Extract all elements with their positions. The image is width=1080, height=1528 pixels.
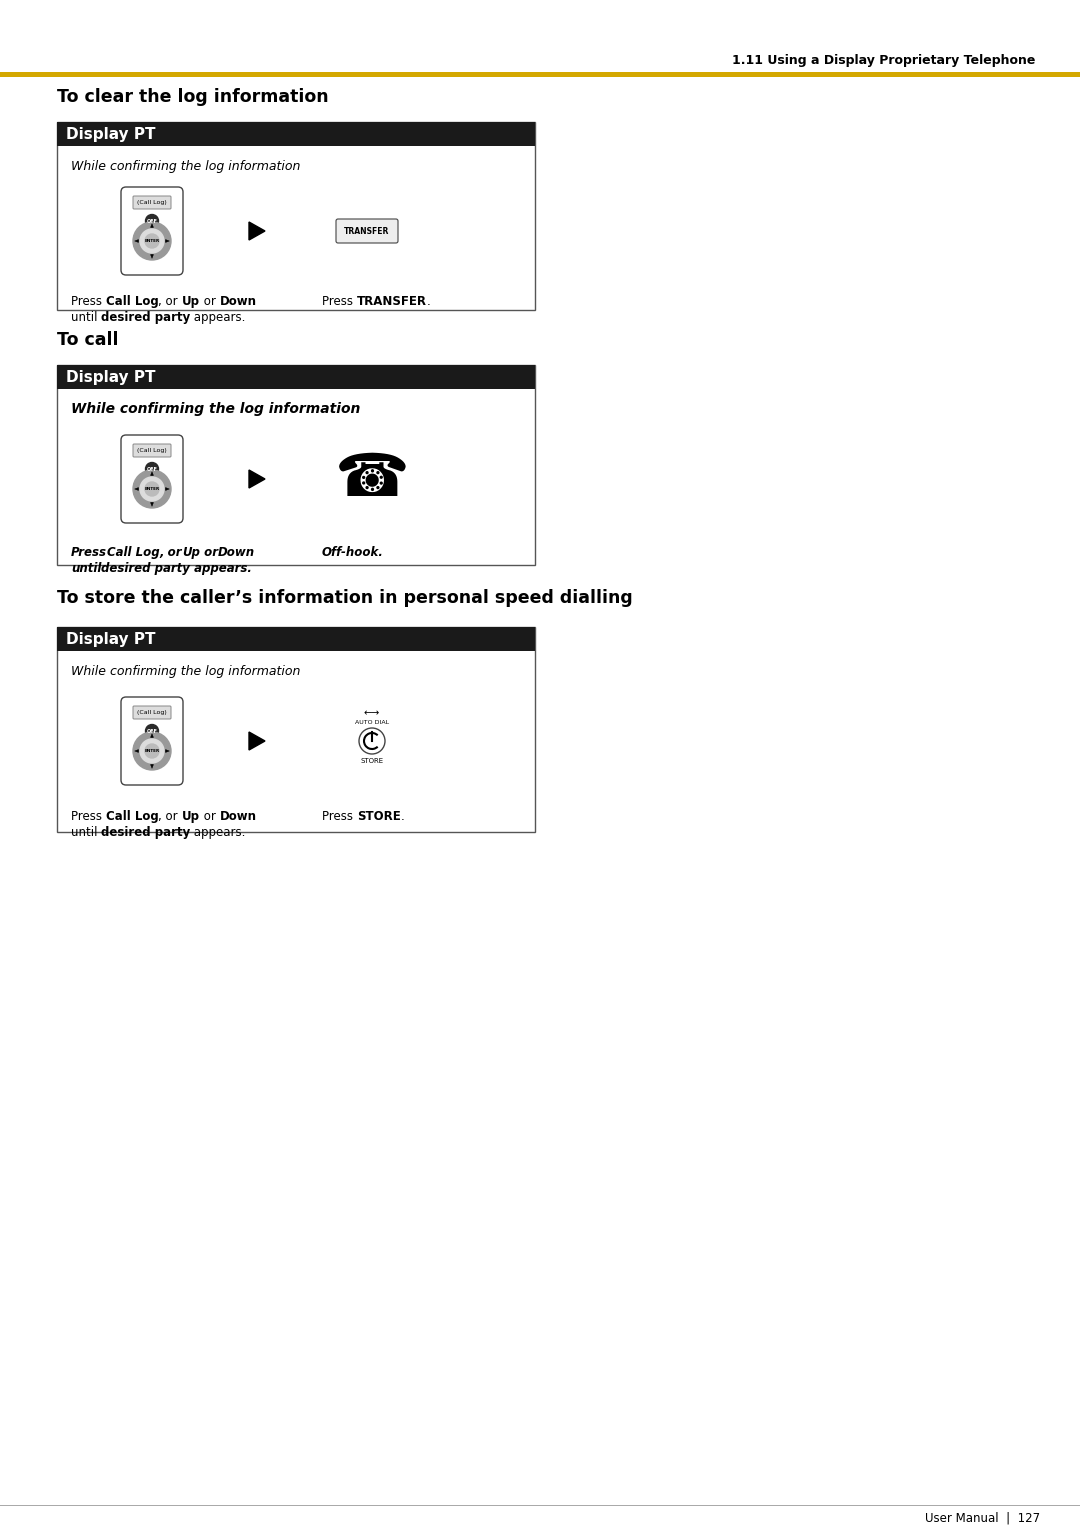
Text: desired party: desired party (102, 561, 190, 575)
FancyBboxPatch shape (121, 435, 183, 523)
Text: , or: , or (159, 295, 181, 307)
Text: Off-hook.: Off-hook. (322, 545, 383, 559)
Text: While confirming the log information: While confirming the log information (71, 665, 300, 677)
Circle shape (359, 727, 384, 753)
Text: (Call Log): (Call Log) (137, 711, 167, 715)
Circle shape (146, 724, 159, 738)
Text: Display PT: Display PT (66, 127, 156, 142)
Text: STORE: STORE (356, 810, 401, 822)
Text: or: or (200, 545, 218, 559)
Text: Up: Up (183, 545, 200, 559)
Text: Call Log: Call Log (107, 545, 160, 559)
Text: OFF: OFF (147, 729, 158, 733)
FancyBboxPatch shape (133, 196, 171, 209)
Text: Down: Down (218, 545, 255, 559)
FancyBboxPatch shape (121, 697, 183, 785)
Bar (57, 365, 535, 565)
Bar (57, 365, 535, 390)
Circle shape (145, 481, 159, 497)
Text: ←→: ←→ (364, 707, 380, 718)
Bar (57, 122, 535, 310)
Text: , or: , or (159, 810, 181, 822)
Text: Press: Press (71, 545, 107, 559)
Text: To call: To call (57, 332, 119, 348)
Text: Press: Press (71, 295, 106, 307)
Text: To clear the log information: To clear the log information (57, 89, 328, 105)
Text: Up: Up (181, 295, 200, 307)
Text: Press: Press (322, 810, 356, 822)
Circle shape (140, 229, 164, 254)
Text: OFF: OFF (147, 466, 158, 472)
Polygon shape (249, 471, 265, 487)
Text: Press: Press (322, 295, 356, 307)
Circle shape (133, 732, 171, 770)
Circle shape (133, 471, 171, 507)
Text: until: until (71, 310, 102, 324)
Text: , or: , or (160, 545, 183, 559)
Text: desired party: desired party (102, 310, 190, 324)
FancyBboxPatch shape (121, 186, 183, 275)
Text: Display PT: Display PT (66, 631, 156, 646)
Text: Up: Up (181, 810, 200, 822)
Text: Display PT: Display PT (66, 370, 156, 385)
Text: until: until (71, 561, 102, 575)
Text: OFF: OFF (147, 219, 158, 223)
Text: User Manual  |  127: User Manual | 127 (924, 1511, 1040, 1525)
Circle shape (145, 234, 159, 248)
Circle shape (146, 214, 159, 228)
Polygon shape (249, 732, 265, 750)
FancyBboxPatch shape (336, 219, 399, 243)
Text: AUTO DIAL: AUTO DIAL (355, 720, 389, 724)
Text: ENTER: ENTER (145, 749, 160, 753)
Circle shape (146, 463, 159, 475)
Text: To store the caller’s information in personal speed dialling: To store the caller’s information in per… (57, 588, 633, 607)
Text: or: or (200, 295, 219, 307)
Text: ENTER: ENTER (145, 238, 160, 243)
Text: Down: Down (219, 295, 257, 307)
Text: or: or (200, 810, 219, 822)
Text: While confirming the log information: While confirming the log information (71, 159, 300, 173)
Text: appears.: appears. (190, 310, 246, 324)
Text: .: . (401, 810, 404, 822)
Circle shape (140, 740, 164, 762)
Text: STORE: STORE (361, 758, 383, 764)
Text: TRANSFER: TRANSFER (356, 295, 427, 307)
Text: Down: Down (219, 810, 257, 822)
Bar (0, 72, 1080, 76)
Text: Call Log: Call Log (106, 810, 159, 822)
Text: Press: Press (71, 810, 106, 822)
Polygon shape (249, 222, 265, 240)
Text: TRANSFER: TRANSFER (345, 226, 390, 235)
FancyBboxPatch shape (133, 706, 171, 720)
Circle shape (140, 477, 164, 501)
Text: desired party: desired party (102, 825, 190, 839)
Circle shape (133, 222, 171, 260)
Text: While confirming the log information: While confirming the log information (71, 402, 361, 416)
Text: Call Log: Call Log (106, 295, 159, 307)
FancyBboxPatch shape (133, 445, 171, 457)
Text: .: . (427, 295, 431, 307)
Circle shape (145, 744, 159, 758)
Text: ☎: ☎ (335, 449, 409, 509)
Text: until: until (71, 825, 102, 839)
Bar (57, 626, 535, 833)
Text: (Call Log): (Call Log) (137, 200, 167, 205)
Bar (57, 626, 535, 651)
Text: appears.: appears. (190, 825, 246, 839)
Bar (57, 122, 535, 147)
Text: (Call Log): (Call Log) (137, 448, 167, 452)
Text: 1.11 Using a Display Proprietary Telephone: 1.11 Using a Display Proprietary Telepho… (731, 53, 1035, 67)
Text: appears.: appears. (190, 561, 252, 575)
Text: ENTER: ENTER (145, 487, 160, 490)
